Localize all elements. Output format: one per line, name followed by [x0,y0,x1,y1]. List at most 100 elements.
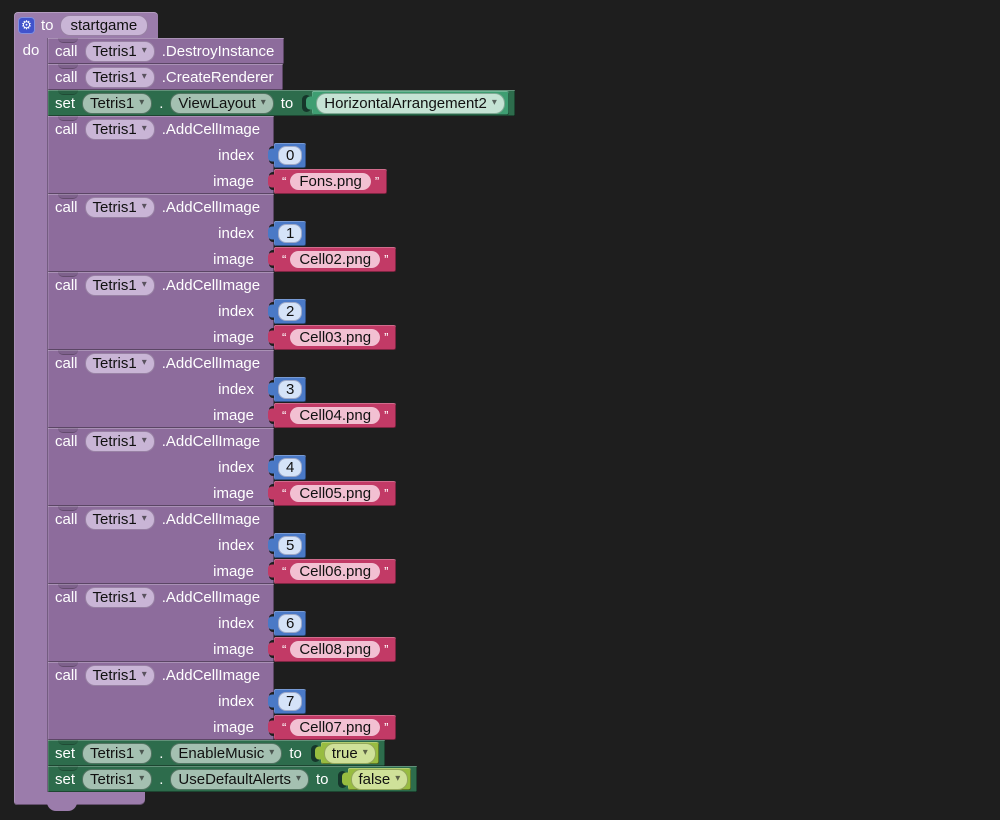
number-block[interactable]: 5 [274,532,307,558]
property-dropdown[interactable]: EnableMusic ▾ [170,742,283,764]
text-string-block[interactable]: “Fons.png” [274,168,388,194]
component-dropdown[interactable]: Tetris1 ▾ [84,664,155,686]
call-keyword-label: call [55,432,78,450]
number-block[interactable]: 1 [274,220,307,246]
call-block-header[interactable]: call Tetris1 ▾ .AddCellImage [48,116,274,142]
set-block[interactable]: set Tetris1 ▾. ViewLayout ▾ to HorizontalArran… [48,90,515,116]
argument-label-cell: image [48,324,274,350]
dot-label: . [159,744,164,762]
to-label: to [315,770,329,788]
component-dropdown[interactable]: Tetris1 ▾ [82,768,153,790]
component-dropdown[interactable]: Tetris1 ▾ [84,118,155,140]
call-block[interactable]: call Tetris1 ▾ .DestroyInstance [48,38,285,64]
method-label: .AddCellImage [161,276,261,294]
component-dropdown[interactable]: Tetris1 ▾ [84,40,155,62]
argument-row: index 2 [48,298,396,324]
procedure-header[interactable]: ⚙ to startgame [14,12,159,38]
call-block[interactable]: call Tetris1 ▾ .CreateRenderer [48,64,284,90]
index-arg-label: index [218,302,254,320]
text-string-block[interactable]: “Cell04.png” [274,402,397,428]
boolean-block[interactable]: true ▾ [320,742,379,764]
number-block[interactable]: 0 [274,142,307,168]
component-dropdown[interactable]: Tetris1 ▾ [82,742,153,764]
property-dropdown[interactable]: ViewLayout ▾ [170,92,274,114]
number-field[interactable]: 2 [278,301,303,321]
call-block-header[interactable]: call Tetris1 ▾ .AddCellImage [48,194,274,220]
number-block[interactable]: 4 [274,454,307,480]
call-block-header[interactable]: call Tetris1 ▾ .AddCellImage [48,272,274,298]
procedure-block-startgame[interactable]: ⚙ to startgame do call Tetris1 ▾ .DestroyIn… [14,12,515,811]
argument-row: image “Cell03.png” [48,324,397,350]
property-dropdown[interactable]: UseDefaultAlerts ▾ [170,768,309,790]
call-block-with-args[interactable]: call Tetris1 ▾ .AddCellImage index 2 image “Cel… [48,272,397,350]
argument-row: index 0 [48,142,387,168]
set-block[interactable]: set Tetris1 ▾. EnableMusic ▾ to true ▾ [48,740,385,766]
call-block-header[interactable]: call Tetris1 ▾ .AddCellImage [48,506,274,532]
argument-row: index 5 [48,532,396,558]
boolean-block[interactable]: false ▾ [347,768,412,790]
component-dropdown[interactable]: Tetris1 ▾ [84,196,155,218]
image-arg-label: image [213,328,254,346]
text-field[interactable]: Cell08.png [290,640,381,658]
call-block-header[interactable]: call Tetris1 ▾ .AddCellImage [48,350,274,376]
number-block[interactable]: 3 [274,376,307,402]
number-field[interactable]: 7 [278,691,303,711]
call-block-with-args[interactable]: call Tetris1 ▾ .AddCellImage index 0 image “Fon… [48,116,388,194]
component-dropdown[interactable]: Tetris1 ▾ [84,586,155,608]
text-string-block[interactable]: “Cell03.png” [274,324,397,350]
call-block-header[interactable]: call Tetris1 ▾ .AddCellImage [48,662,274,688]
index-arg-label: index [218,692,254,710]
boolean-dropdown[interactable]: false ▾ [350,768,409,790]
call-block-with-args[interactable]: call Tetris1 ▾ .AddCellImage index 6 image “Cel… [48,584,397,662]
number-field[interactable]: 5 [278,535,303,555]
component-dropdown[interactable]: Tetris1 ▾ [84,508,155,530]
dropdown-arrow-icon: ▾ [295,773,301,784]
component-dropdown-text: Tetris1 [90,744,135,762]
gear-icon[interactable]: ⚙ [18,16,35,34]
call-block-with-args[interactable]: call Tetris1 ▾ .AddCellImage index 4 image “Cel… [48,428,397,506]
set-block[interactable]: set Tetris1 ▾. UseDefaultAlerts ▾ to false ▾ [48,766,418,792]
call-block-with-args[interactable]: call Tetris1 ▾ .AddCellImage index 7 image “Cel… [48,662,397,740]
argument-row: image “Fons.png” [48,168,388,194]
component-getter-block[interactable]: HorizontalArrangement2 ▾ [312,91,509,115]
number-field[interactable]: 4 [278,457,303,477]
text-string-block[interactable]: “Cell06.png” [274,558,397,584]
number-block[interactable]: 2 [274,298,307,324]
text-string-block[interactable]: “Cell02.png” [274,246,397,272]
number-field[interactable]: 1 [278,223,303,243]
text-field[interactable]: Fons.png [290,172,371,190]
procedure-name-field[interactable]: startgame [59,14,149,36]
component-dropdown[interactable]: Tetris1 ▾ [84,274,155,296]
number-block[interactable]: 6 [274,610,307,636]
dropdown-arrow-icon: ▾ [269,747,275,758]
dropdown-arrow-icon: ▾ [141,45,147,56]
text-field[interactable]: Cell02.png [290,250,381,268]
open-quote-glyph: “ [282,329,287,345]
text-field[interactable]: Cell07.png [290,718,381,736]
call-block-with-args[interactable]: call Tetris1 ▾ .AddCellImage index 5 image “Cel… [48,506,397,584]
component-dropdown[interactable]: Tetris1 ▾ [84,66,155,88]
call-block-with-args[interactable]: call Tetris1 ▾ .AddCellImage index 3 image “Cel… [48,350,397,428]
call-block-header[interactable]: call Tetris1 ▾ .AddCellImage [48,428,274,454]
boolean-dropdown[interactable]: true ▾ [323,742,376,764]
text-field[interactable]: Cell05.png [290,484,381,502]
call-block-header[interactable]: call Tetris1 ▾ .AddCellImage [48,584,274,610]
number-block[interactable]: 7 [274,688,307,714]
text-string-block[interactable]: “Cell07.png” [274,714,397,740]
component-dropdown[interactable]: Tetris1 ▾ [84,352,155,374]
argument-label-cell: index [48,142,274,168]
component-dropdown[interactable]: Tetris1 ▾ [82,92,153,114]
number-field[interactable]: 3 [278,379,303,399]
text-string-block[interactable]: “Cell08.png” [274,636,397,662]
call-block-with-args[interactable]: call Tetris1 ▾ .AddCellImage index 1 image “Cel… [48,194,397,272]
component-getter-dropdown[interactable]: HorizontalArrangement2 ▾ [316,92,505,114]
text-string-block[interactable]: “Cell05.png” [274,480,397,506]
method-label: .AddCellImage [161,666,261,684]
number-field[interactable]: 6 [278,613,303,633]
text-field[interactable]: Cell03.png [290,328,381,346]
number-field[interactable]: 0 [278,145,303,165]
component-dropdown[interactable]: Tetris1 ▾ [84,430,155,452]
text-field[interactable]: Cell04.png [290,406,381,424]
text-field[interactable]: Cell06.png [290,562,381,580]
